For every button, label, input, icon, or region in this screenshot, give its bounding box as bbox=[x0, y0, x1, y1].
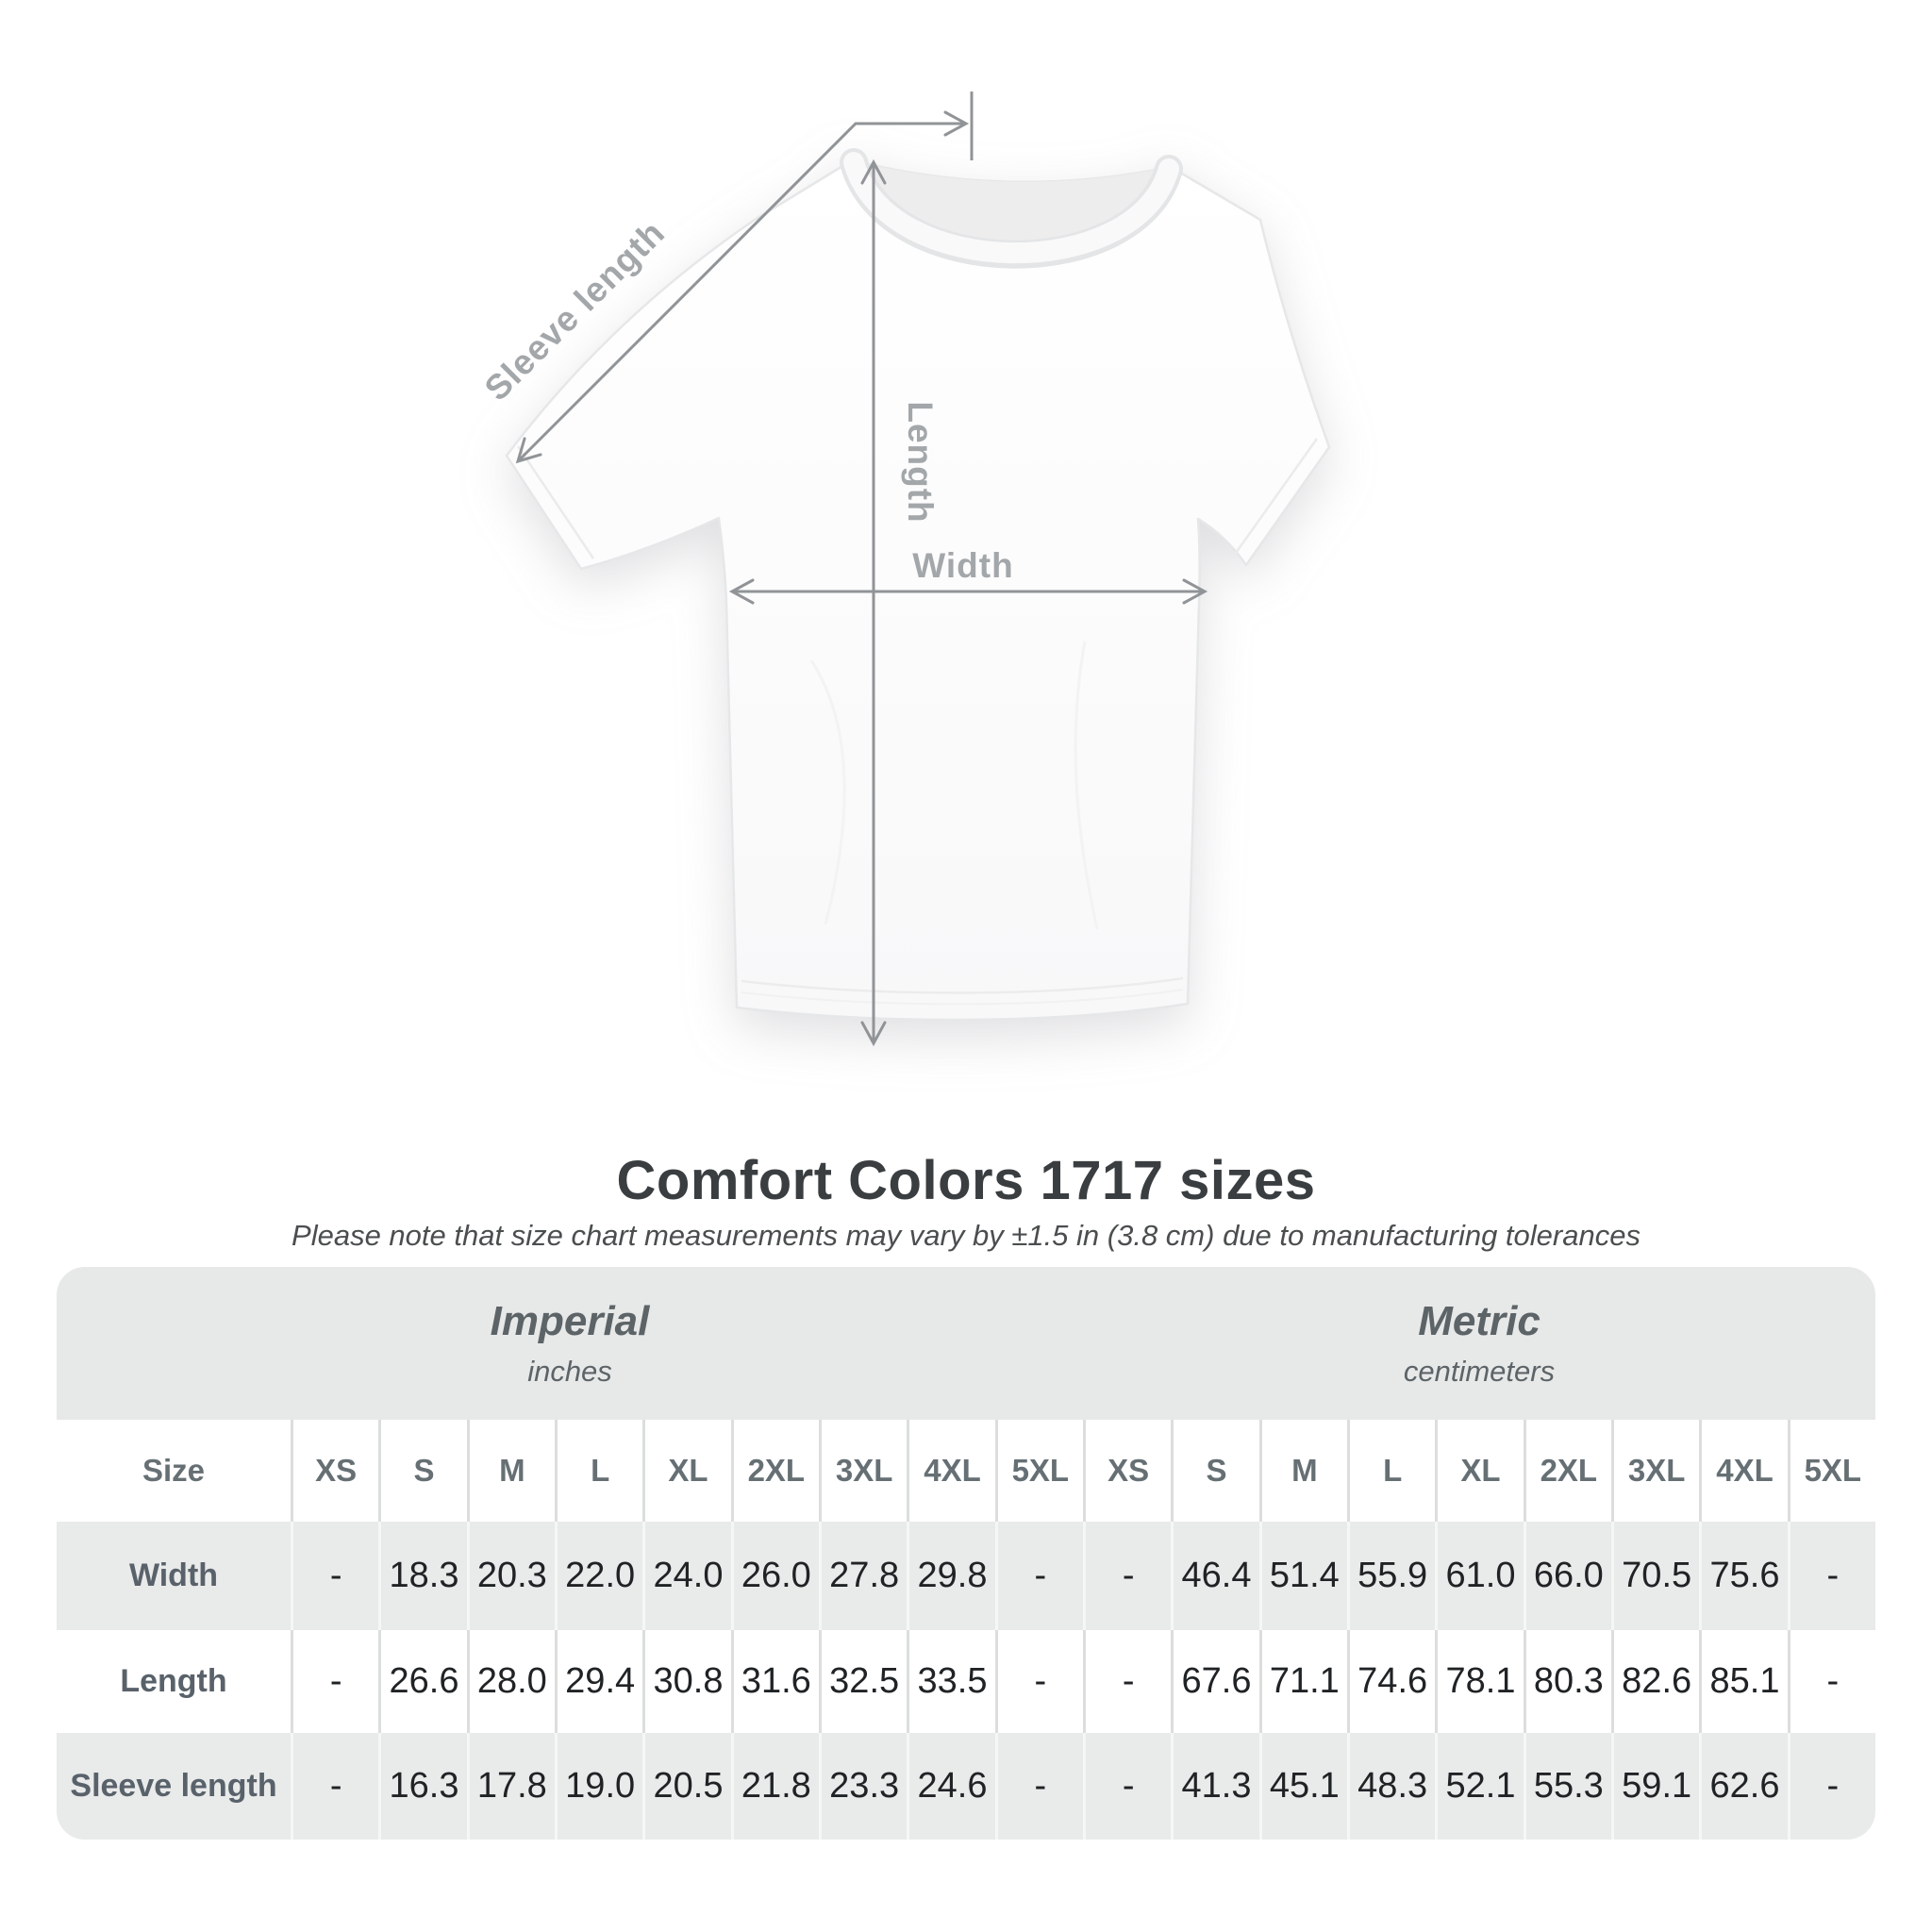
page-subtitle: Please note that size chart measurements… bbox=[291, 1219, 1641, 1252]
metric-sublabel: centimeters bbox=[1403, 1355, 1556, 1388]
measurement-value: 29.8 bbox=[907, 1522, 995, 1630]
measurement-value: 45.1 bbox=[1258, 1733, 1347, 1840]
size-header: XL bbox=[1435, 1420, 1524, 1522]
measurement-value: 75.6 bbox=[1699, 1522, 1788, 1630]
row-label-length: Length bbox=[57, 1630, 291, 1733]
size-header: 5XL bbox=[994, 1420, 1083, 1522]
measurement-value: - bbox=[1083, 1733, 1172, 1840]
size-header: M bbox=[1258, 1420, 1347, 1522]
measurement-value: 20.3 bbox=[466, 1522, 555, 1630]
measurement-value: - bbox=[1083, 1630, 1172, 1733]
size-header: XS bbox=[1083, 1420, 1172, 1522]
measurement-value: 30.8 bbox=[642, 1630, 731, 1733]
measurement-value: - bbox=[994, 1522, 1083, 1630]
measurement-value: 62.6 bbox=[1699, 1733, 1788, 1840]
size-header: XL bbox=[642, 1420, 731, 1522]
tshirt-measurement-diagram: Sleeve length Length Width bbox=[477, 92, 1331, 1047]
size-header: 3XL bbox=[1611, 1420, 1700, 1522]
length-label: Length bbox=[901, 401, 940, 523]
measurement-value: 52.1 bbox=[1435, 1733, 1524, 1840]
measurement-value: 51.4 bbox=[1258, 1522, 1347, 1630]
measurement-value: 26.0 bbox=[730, 1522, 819, 1630]
measurement-value: - bbox=[994, 1733, 1083, 1840]
measurement-value: 82.6 bbox=[1611, 1630, 1700, 1733]
unit-group-metric: Metric centimeters bbox=[1083, 1267, 1875, 1420]
measurement-value: 78.1 bbox=[1435, 1630, 1524, 1733]
measurement-value: 71.1 bbox=[1258, 1630, 1347, 1733]
measurement-value: 48.3 bbox=[1347, 1733, 1436, 1840]
page-title: Comfort Colors 1717 sizes bbox=[616, 1150, 1316, 1211]
measurement-value: - bbox=[1787, 1630, 1875, 1733]
measurement-value: 20.5 bbox=[642, 1733, 731, 1840]
measurement-value: 27.8 bbox=[819, 1522, 908, 1630]
measurement-value: 85.1 bbox=[1699, 1630, 1788, 1733]
measurement-value: 61.0 bbox=[1435, 1522, 1524, 1630]
measurement-value: 26.6 bbox=[378, 1630, 467, 1733]
measurement-value: 66.0 bbox=[1523, 1522, 1611, 1630]
size-header: XS bbox=[291, 1420, 379, 1522]
measurement-value: 22.0 bbox=[555, 1522, 643, 1630]
measurement-value: 74.6 bbox=[1347, 1630, 1436, 1733]
sleeve-length-arrow bbox=[515, 110, 970, 464]
measurement-value: 80.3 bbox=[1523, 1630, 1611, 1733]
size-header: L bbox=[555, 1420, 643, 1522]
measurement-value: - bbox=[1083, 1522, 1172, 1630]
size-header: 5XL bbox=[1787, 1420, 1875, 1522]
metric-label: Metric bbox=[1418, 1298, 1541, 1344]
measurement-value: - bbox=[994, 1630, 1083, 1733]
row-label-sleeve-length: Sleeve length bbox=[57, 1733, 291, 1840]
width-label: Width bbox=[912, 546, 1013, 585]
imperial-sublabel: inches bbox=[527, 1355, 612, 1388]
size-header: 4XL bbox=[1699, 1420, 1788, 1522]
measurement-value: 18.3 bbox=[378, 1522, 467, 1630]
measurement-value: 28.0 bbox=[466, 1630, 555, 1733]
size-header: 2XL bbox=[1523, 1420, 1611, 1522]
measurement-value: - bbox=[291, 1733, 379, 1840]
measurement-value: 24.0 bbox=[642, 1522, 731, 1630]
size-header: S bbox=[1171, 1420, 1259, 1522]
measurement-value: 32.5 bbox=[819, 1630, 908, 1733]
size-header: S bbox=[378, 1420, 467, 1522]
size-header: L bbox=[1347, 1420, 1436, 1522]
measurement-value: 21.8 bbox=[730, 1733, 819, 1840]
measurement-value: - bbox=[291, 1630, 379, 1733]
measurement-value: 19.0 bbox=[555, 1733, 643, 1840]
size-col-header: Size bbox=[57, 1420, 291, 1522]
measurement-value: 29.4 bbox=[555, 1630, 643, 1733]
size-header: 3XL bbox=[819, 1420, 908, 1522]
size-table: Imperial inches Metric centimeters Size … bbox=[57, 1267, 1875, 1840]
measurement-value: 55.9 bbox=[1347, 1522, 1436, 1630]
size-header: 2XL bbox=[730, 1420, 819, 1522]
unit-group-imperial: Imperial inches bbox=[57, 1267, 1083, 1420]
measurement-value: 59.1 bbox=[1611, 1733, 1700, 1840]
measurement-value: 24.6 bbox=[907, 1733, 995, 1840]
measurement-value: - bbox=[1787, 1733, 1875, 1840]
size-header: M bbox=[466, 1420, 555, 1522]
measurement-value: 70.5 bbox=[1611, 1522, 1700, 1630]
measurement-value: 67.6 bbox=[1171, 1630, 1259, 1733]
measurement-value: 23.3 bbox=[819, 1733, 908, 1840]
row-label-width: Width bbox=[57, 1522, 291, 1630]
measurement-value: - bbox=[291, 1522, 379, 1630]
measurement-value: 55.3 bbox=[1523, 1733, 1611, 1840]
measurement-value: 41.3 bbox=[1171, 1733, 1259, 1840]
measurement-value: 17.8 bbox=[466, 1733, 555, 1840]
measurement-value: - bbox=[1787, 1522, 1875, 1630]
imperial-label: Imperial bbox=[490, 1298, 650, 1344]
measurement-value: 46.4 bbox=[1171, 1522, 1259, 1630]
measurement-value: 31.6 bbox=[730, 1630, 819, 1733]
measurement-value: 16.3 bbox=[378, 1733, 467, 1840]
measurement-value: 33.5 bbox=[907, 1630, 995, 1733]
size-header: 4XL bbox=[907, 1420, 995, 1522]
